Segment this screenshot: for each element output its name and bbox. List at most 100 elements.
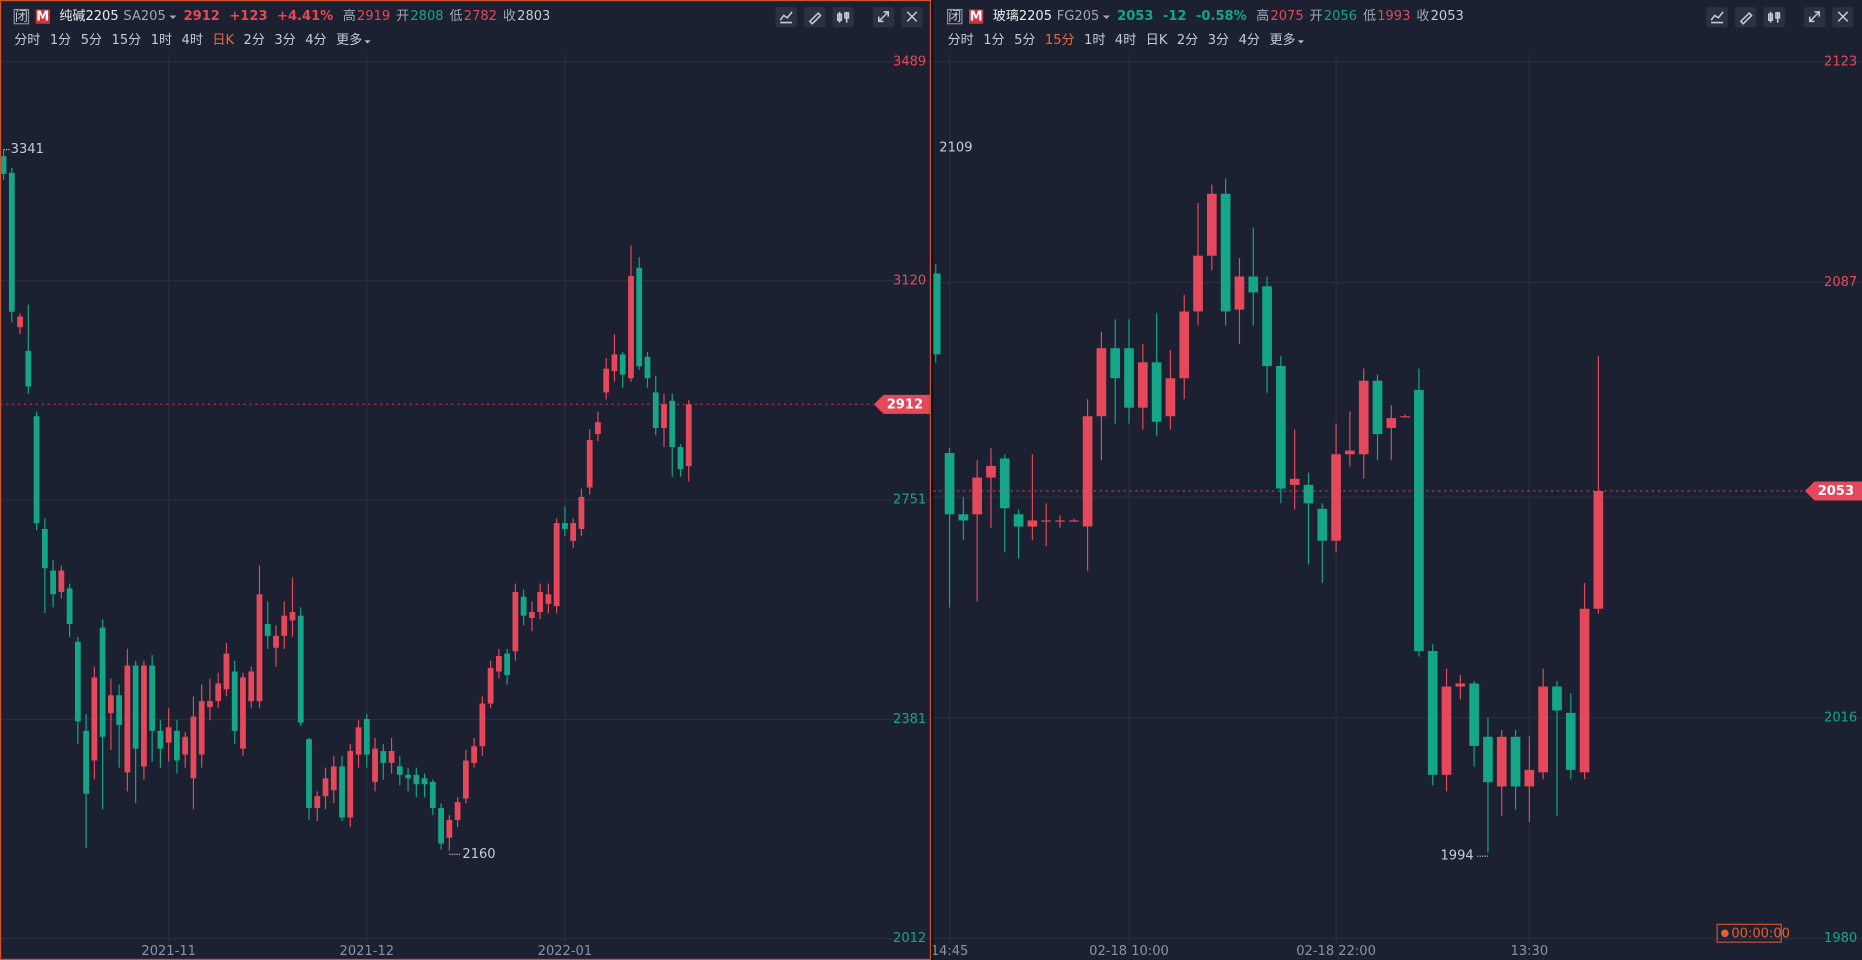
toolbar-icon[interactable] <box>808 11 822 25</box>
candle-body <box>372 748 378 782</box>
more-arrow[interactable] <box>364 40 371 44</box>
toolbar-icon[interactable] <box>1739 11 1753 25</box>
stat-label: 收 <box>503 9 516 24</box>
dropdown-arrow[interactable] <box>1102 15 1111 20</box>
period-button[interactable]: 日K <box>212 33 234 48</box>
more-button[interactable]: 更多 <box>1269 32 1295 48</box>
instrument-code[interactable]: SA205 <box>123 9 165 24</box>
period-button[interactable]: 1分 <box>983 33 1004 48</box>
candle-body <box>273 635 279 648</box>
candle-body <box>1055 520 1065 522</box>
candle-body <box>223 653 230 690</box>
stat-value: 1993 <box>1377 9 1410 24</box>
dropdown-arrow[interactable] <box>169 15 177 20</box>
candle-body <box>446 819 453 838</box>
candle-body <box>1579 608 1590 773</box>
candle-body <box>1262 286 1272 366</box>
high-annotation: 3341 <box>11 142 44 157</box>
candle-body <box>1358 380 1369 455</box>
candle-body <box>25 350 32 387</box>
candle-body <box>429 781 436 809</box>
candle-body <box>396 766 403 775</box>
instrument-name[interactable]: 玻璃2205 <box>993 9 1052 24</box>
more-arrow[interactable] <box>1297 40 1304 44</box>
candle-body <box>66 588 73 624</box>
period-button[interactable]: 2分 <box>244 33 265 48</box>
candle-body <box>207 701 213 708</box>
period-button[interactable]: 1分 <box>50 33 71 48</box>
x-tick-label: 2022-01 <box>538 944 593 959</box>
stat-value: 2053 <box>1431 9 1464 24</box>
x-tick-label: 2021-11 <box>141 944 196 959</box>
stat-label: 开 <box>396 9 409 24</box>
candle-body <box>553 523 560 607</box>
status-icon: 闭 <box>948 10 961 25</box>
toolbar-icon[interactable] <box>1710 11 1724 24</box>
last-price-tag <box>874 394 930 414</box>
toolbar-icon[interactable] <box>1808 11 1821 23</box>
candle-body <box>1082 416 1093 527</box>
toolbar-icon[interactable] <box>877 11 890 23</box>
candle-body <box>1565 712 1576 770</box>
y-tick-label: 2016 <box>1824 710 1857 725</box>
period-button[interactable]: 4时 <box>182 33 203 48</box>
candle-body <box>339 766 345 818</box>
period-button[interactable]: 5分 <box>1014 33 1035 48</box>
toolbar-icon[interactable] <box>906 11 918 22</box>
candle-body <box>1110 348 1121 379</box>
period-button[interactable]: 3分 <box>1208 33 1229 48</box>
toolbar-button[interactable] <box>1763 7 1785 28</box>
last-price: 2912 <box>184 9 220 24</box>
toolbar-icon[interactable] <box>779 11 793 24</box>
period-button[interactable]: 日K <box>1146 33 1168 48</box>
period-button[interactable]: 1时 <box>1084 33 1105 48</box>
toolbar-button[interactable] <box>832 7 854 28</box>
candle-body <box>471 746 478 763</box>
active-panel-border <box>0 0 931 960</box>
candle-body <box>1538 686 1548 773</box>
chart-layer: 3489 3120 2751 2381 2012 2021-11 2021-12 2022-0… <box>1 54 1862 959</box>
stat-value: 2919 <box>357 9 390 24</box>
candle-body <box>149 665 156 731</box>
candle-body <box>999 458 1010 509</box>
candle-body <box>58 570 65 592</box>
candle-body <box>1248 276 1259 293</box>
period-button[interactable]: 4时 <box>1115 33 1136 48</box>
period-button[interactable]: 4分 <box>305 33 326 48</box>
period-button[interactable]: 3分 <box>274 33 295 48</box>
candle-body <box>661 404 667 429</box>
period-button[interactable]: 15分 <box>1045 33 1075 48</box>
x-tick-label: 02-18 10:00 <box>1089 944 1169 959</box>
toolbar-icon[interactable] <box>1837 11 1849 22</box>
last-price-label: 2912 <box>887 397 923 412</box>
instrument-name[interactable]: 纯碱2205 <box>59 9 118 24</box>
stat-label: 低 <box>1363 9 1376 24</box>
toolbar-icon[interactable] <box>1768 11 1781 23</box>
period-button[interactable]: 分时 <box>948 33 974 48</box>
period-button[interactable]: 1时 <box>151 33 172 48</box>
candle-body <box>1483 736 1493 783</box>
candle-body <box>958 514 969 521</box>
period-button[interactable]: 5分 <box>81 33 102 48</box>
timer-icon <box>1721 929 1729 938</box>
instrument-code[interactable]: FG205 <box>1057 9 1100 24</box>
candle-body <box>1124 348 1134 408</box>
candle-body <box>1469 683 1479 746</box>
x-tick-label: 14:45 <box>931 944 969 959</box>
period-button[interactable]: 4分 <box>1239 33 1260 48</box>
candle-body <box>174 730 180 761</box>
candle-body <box>330 766 337 791</box>
toolbar-icon[interactable] <box>837 11 850 23</box>
period-button[interactable]: 2分 <box>1177 33 1198 48</box>
candle-body <box>380 751 387 763</box>
candle-body <box>281 615 288 636</box>
candle-body <box>619 354 626 375</box>
candle-body <box>1165 378 1176 417</box>
period-button[interactable]: 分时 <box>14 33 40 48</box>
y-tick-label: 3120 <box>893 273 926 288</box>
candle-body <box>1096 348 1107 417</box>
candle-body <box>1179 311 1190 379</box>
more-button[interactable]: 更多 <box>336 32 362 48</box>
period-button[interactable]: 15分 <box>112 33 142 48</box>
stat-label: 收 <box>1416 9 1429 24</box>
